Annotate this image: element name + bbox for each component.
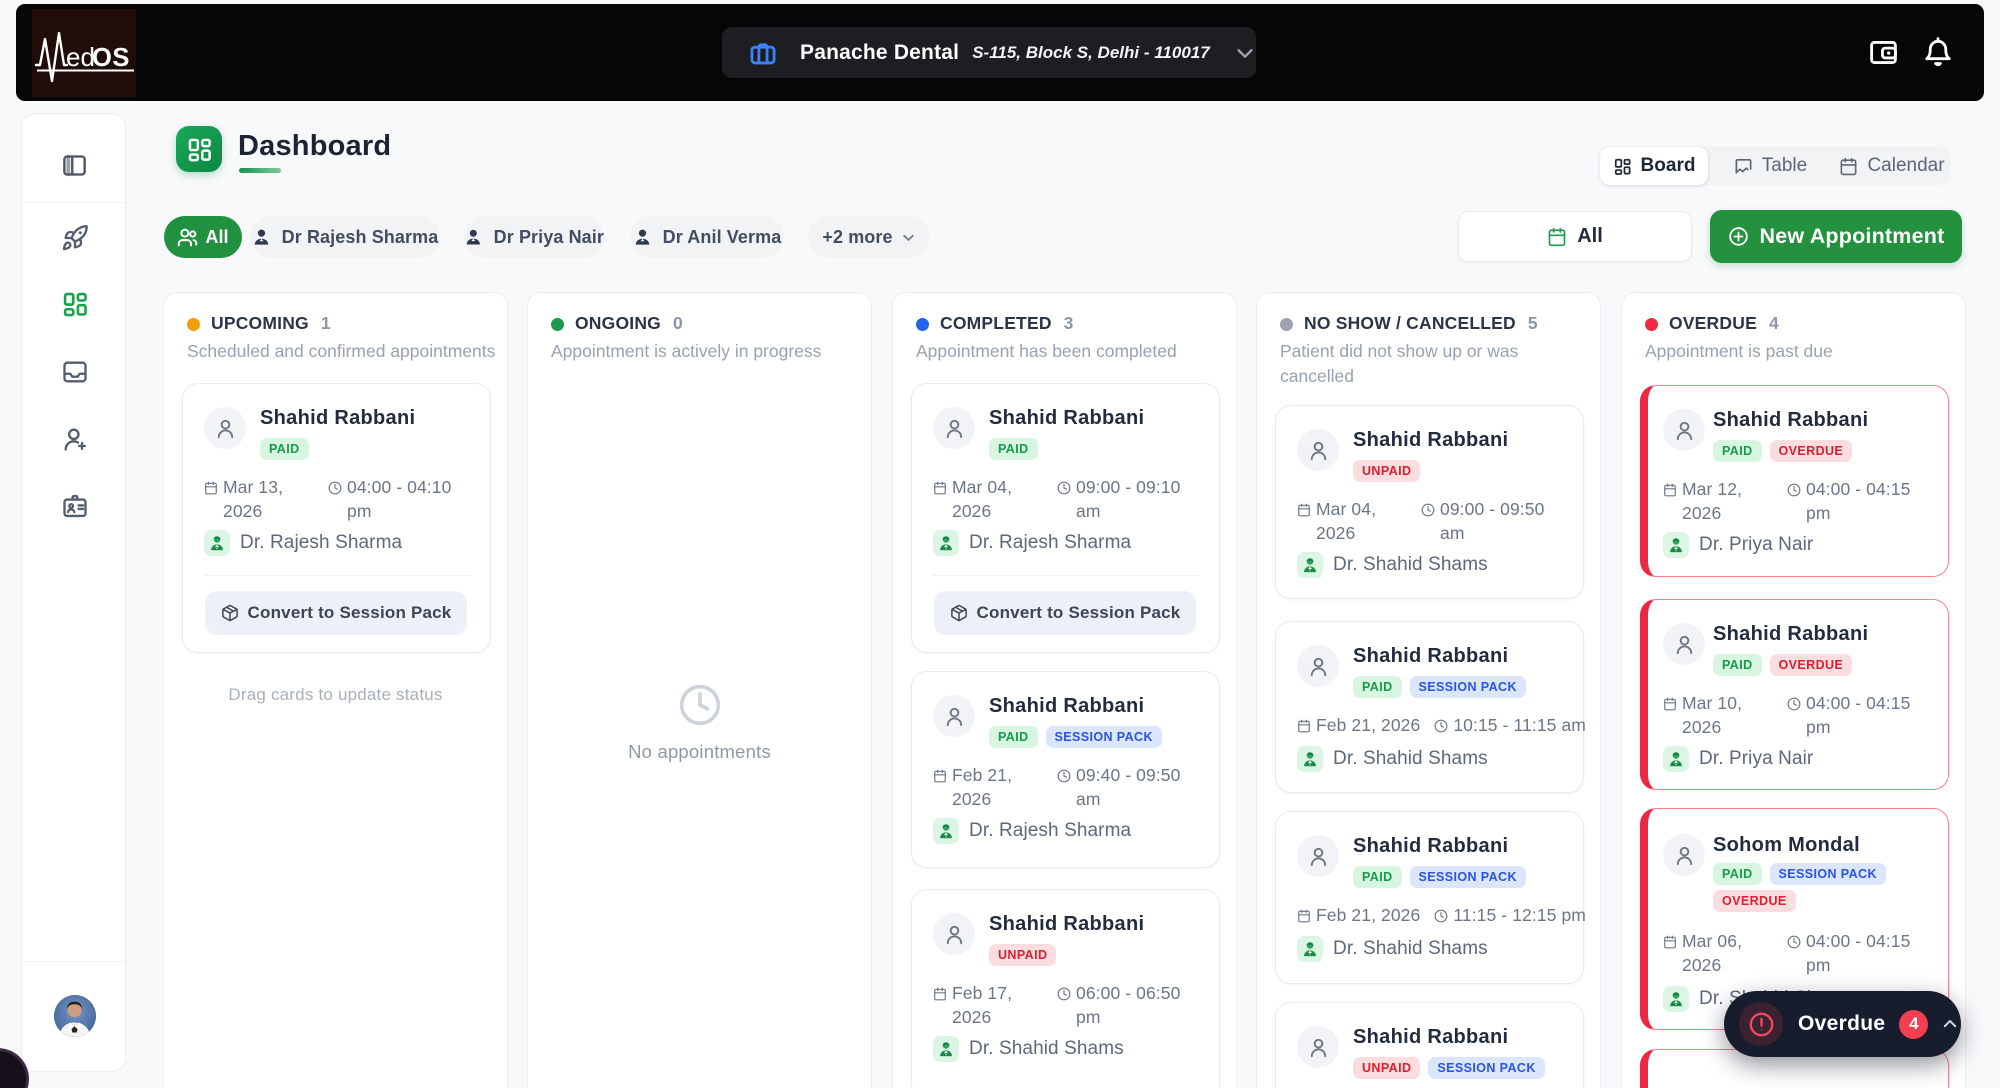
svg-text:OS: OS xyxy=(92,44,130,72)
svg-text:ed: ed xyxy=(66,42,95,72)
